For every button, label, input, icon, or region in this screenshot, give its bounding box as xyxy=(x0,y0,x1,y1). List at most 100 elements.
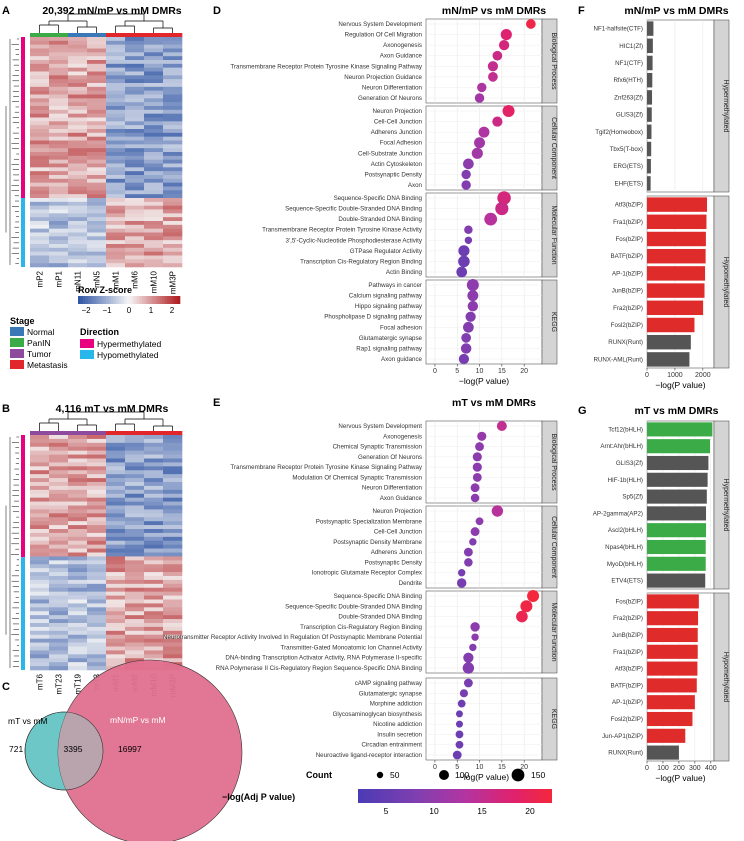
direction-swatch-hyper xyxy=(80,339,94,348)
heatmap-cell xyxy=(68,482,88,487)
x-tick-label: 20 xyxy=(520,764,528,771)
heatmap-cell xyxy=(68,75,88,80)
term-dot xyxy=(466,278,479,292)
heatmap-cell xyxy=(49,529,69,534)
heatmap-cell xyxy=(49,217,69,222)
term-dot xyxy=(484,212,498,226)
heatmap-cell xyxy=(68,198,88,203)
x-tick-label: 400 xyxy=(705,765,717,772)
heatmap-cell xyxy=(144,155,164,160)
heatmap-cell xyxy=(30,532,50,538)
heatmap-cell xyxy=(87,583,107,589)
zscore-tick: 1 xyxy=(149,306,154,315)
heatmap-cell xyxy=(49,532,69,538)
term-label: Sequence-Specific Double-Stranded DNA Bi… xyxy=(285,206,422,213)
motif-bar xyxy=(647,455,709,471)
term-label: Neurotransmitter Receptor Activity Invol… xyxy=(163,634,422,641)
heatmap-cell xyxy=(125,536,145,542)
heatmap-cell xyxy=(125,106,145,111)
term-label: Transmembrane Receptor Protein Tyrosine … xyxy=(230,63,422,70)
heatmap-cell xyxy=(68,501,88,506)
heatmap-cell xyxy=(30,121,50,126)
heatmap-cell xyxy=(68,603,88,608)
heatmap-cell xyxy=(106,129,126,134)
heatmap-cell xyxy=(163,536,183,542)
stage-annotation-cell xyxy=(125,33,145,38)
heatmap-cell xyxy=(163,152,183,157)
heatmap-cell xyxy=(30,102,50,107)
heatmap-cell xyxy=(144,603,164,608)
heatmap-cell xyxy=(106,48,126,53)
facet-frame xyxy=(425,279,543,365)
heatmap-cell xyxy=(125,595,145,600)
heatmap-cell xyxy=(49,536,69,542)
heatmap-cell xyxy=(163,478,183,483)
heatmap-cell xyxy=(87,79,107,84)
heatmap-cell xyxy=(125,244,145,249)
heatmap-cell xyxy=(163,205,183,210)
term-label: Actin Cytoskeleton xyxy=(371,161,423,168)
heatmap-cell xyxy=(106,540,126,545)
heatmap-cell xyxy=(30,521,50,526)
heatmap-cell xyxy=(144,60,164,65)
heatmap-cell xyxy=(68,525,88,530)
heatmap-cell xyxy=(106,52,126,57)
heatmap-cell xyxy=(87,611,107,616)
heatmap-cell xyxy=(49,44,69,49)
motif-label: Rfx6(HTH) xyxy=(613,77,643,84)
heatmap-cell xyxy=(125,259,145,264)
color-legend-tick: 5 xyxy=(384,806,389,816)
heatmap-cell xyxy=(49,228,69,233)
heatmap-cell xyxy=(30,155,50,160)
heatmap-cell xyxy=(68,474,88,479)
stage-annotation-cell xyxy=(30,33,50,38)
motif-label: Atf3(bZIP) xyxy=(615,202,643,209)
heatmap-cell xyxy=(68,60,88,65)
heatmap-cell xyxy=(125,634,145,639)
stage-annotation-cell xyxy=(87,33,107,38)
motif-bar xyxy=(647,214,707,230)
heatmap-cell xyxy=(49,521,69,526)
heatmap-cell xyxy=(68,152,88,157)
heatmap-cell xyxy=(87,482,107,487)
facet-strip-label: Hypermethylated xyxy=(722,80,729,133)
x-tick-label: 100 xyxy=(657,765,669,772)
zscore-legend: Row Z-score −2 −1 0 1 2 xyxy=(78,285,181,315)
heatmap-cell xyxy=(144,564,164,569)
heatmap-cell xyxy=(144,474,164,479)
facet-strip xyxy=(541,505,558,589)
heatmap-cell xyxy=(87,171,107,176)
heatmap-cell xyxy=(125,438,145,444)
heatmap-cell xyxy=(49,94,69,99)
panel-title: mN/mP vs mM DMRs xyxy=(442,5,546,17)
heatmap-cell xyxy=(163,458,183,463)
heatmap-cell xyxy=(30,474,50,479)
heatmap-cell xyxy=(106,255,126,260)
heatmap-cell xyxy=(68,485,88,491)
panel-g-motif-barplot: mT vs mM DMRs Hypermethylated Tcf12(bHLH) A… xyxy=(593,405,730,783)
heatmap-cell xyxy=(87,540,107,545)
heatmap-cell xyxy=(68,90,88,95)
stage-legend: Stage Normal PanIN Tumor Metastasis xyxy=(10,316,68,370)
term-dot xyxy=(458,255,470,268)
heatmap-cell xyxy=(163,37,183,42)
heatmap-cell xyxy=(49,48,69,53)
heatmap-cell xyxy=(163,56,183,61)
term-dot xyxy=(465,311,476,322)
heatmap-cell xyxy=(125,255,145,260)
heatmap-cell xyxy=(125,178,145,183)
heatmap-cell xyxy=(144,98,164,103)
heatmap-cell xyxy=(30,94,50,99)
heatmap-column-label: mN11 xyxy=(74,270,83,291)
heatmap-cell xyxy=(106,642,126,647)
heatmap-cell xyxy=(125,109,145,114)
heatmap-cell xyxy=(125,564,145,569)
heatmap-cell xyxy=(144,109,164,114)
heatmap-cell xyxy=(68,48,88,53)
heatmap-cell xyxy=(30,148,50,153)
stage-label-tumor: Tumor xyxy=(27,349,51,359)
heatmap-cell xyxy=(106,86,126,91)
heatmap-cell xyxy=(68,155,88,160)
heatmap-cell xyxy=(87,536,107,542)
heatmap-cell xyxy=(68,44,88,49)
